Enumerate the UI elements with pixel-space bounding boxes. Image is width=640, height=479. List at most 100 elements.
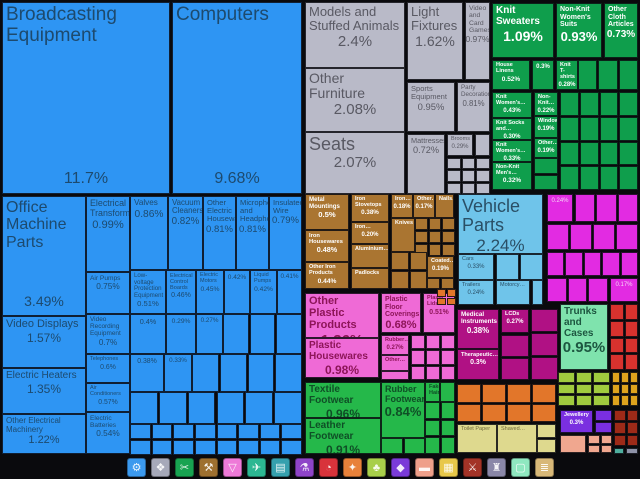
treemap-cell[interactable] (425, 437, 440, 454)
treemap-cell[interactable] (219, 354, 247, 392)
cell-air-pumps[interactable]: Air Pumps 0.75% (86, 272, 130, 314)
treemap-cell[interactable]: 0.24% (547, 194, 573, 222)
cell-computers[interactable]: Computers 9.68% (172, 2, 302, 194)
treemap-cell[interactable] (442, 218, 455, 230)
treemap-cell[interactable] (440, 402, 455, 419)
treemap-cell[interactable] (560, 116, 579, 141)
treemap-cell[interactable] (547, 224, 569, 250)
treemap-cell[interactable]: 0.42% (224, 270, 250, 314)
cell-other-electrical-machinery[interactable]: Other Electrical Machinery 1.22% (2, 414, 86, 454)
treemap-cell[interactable] (428, 218, 442, 230)
treemap-cell[interactable] (575, 383, 593, 395)
treemap-cell[interactable] (579, 116, 599, 141)
cell-rubber-footwear[interactable]: Rubber Footwear 0.84% (381, 382, 425, 438)
cell-other-furniture[interactable]: Other Furniture 2.08% (305, 68, 405, 132)
treemap-cell[interactable] (599, 166, 619, 190)
treemap-cell[interactable] (579, 92, 599, 116)
treemap-cell[interactable] (259, 440, 281, 455)
treemap-cell[interactable] (600, 444, 612, 453)
treemap-cell[interactable] (614, 410, 626, 422)
treemap-cell[interactable] (593, 372, 610, 383)
treemap-cell[interactable] (440, 382, 455, 402)
treemap-cell[interactable] (427, 278, 440, 289)
cell-other[interactable]: Other… (381, 355, 409, 371)
cell-jewellery[interactable]: Jewellery 0.3% (560, 410, 593, 433)
treemap-cell[interactable] (447, 289, 456, 297)
treemap-cell[interactable] (151, 424, 173, 439)
treemap-cell[interactable] (501, 335, 529, 357)
plant-icon[interactable]: ♣ (367, 458, 386, 477)
treemap-cell[interactable] (531, 357, 558, 380)
treemap-cell[interactable] (437, 289, 446, 297)
curtain-icon[interactable]: ▤ (271, 458, 290, 477)
cell-plastic-floor-coverings[interactable]: Plastic Floor Coverings 0.68% (381, 293, 421, 333)
chair-icon[interactable]: ♜ (487, 458, 506, 477)
cell-seats[interactable]: Seats 2.07% (305, 132, 405, 194)
treemap-cell[interactable] (476, 170, 490, 182)
cell-toilet-paper[interactable]: Toilet Paper (457, 424, 497, 453)
treemap-cell[interactable] (583, 252, 602, 276)
treemap-cell[interactable]: 0.29% (166, 314, 196, 354)
anvil-icon[interactable]: ⚒ (199, 458, 218, 477)
treemap-cell[interactable] (440, 437, 455, 454)
cell-video-recording-equipment[interactable]: Video Recording Equipment 0.7% (86, 314, 130, 354)
cell-electrical-control-boards[interactable]: Electrical Control Boards 0.46% (166, 270, 196, 314)
cell-textile-footwear[interactable]: Textile Footwear 0.96% (305, 382, 381, 418)
treemap-cell[interactable] (276, 314, 302, 354)
cell-brooms[interactable]: Brooms 0.29% (447, 134, 473, 156)
cell-leather-footwear[interactable]: Leather Footwear 0.91% (305, 418, 381, 454)
treemap-cell[interactable] (130, 440, 151, 455)
treemap-cell[interactable] (461, 170, 476, 182)
treemap-cell[interactable] (612, 395, 620, 406)
treemap-cell[interactable] (216, 440, 238, 455)
treemap-cell[interactable] (426, 365, 440, 380)
treemap-cell[interactable] (610, 320, 624, 337)
treemap-cell[interactable] (593, 395, 610, 406)
treemap-cell[interactable] (595, 410, 612, 421)
cell-other-iron-products[interactable]: Other Iron Products 0.44% (305, 262, 349, 289)
treemap-cell[interactable]: 0.38% (130, 354, 164, 392)
treemap-cell[interactable] (575, 194, 596, 222)
treemap-cell[interactable] (532, 280, 543, 305)
treemap-cell[interactable] (441, 350, 455, 365)
cell-liquid-pumps[interactable]: Liquid Pumps 0.42% (250, 270, 277, 314)
treemap-cell[interactable] (259, 424, 281, 439)
dress-icon[interactable]: ▽ (223, 458, 242, 477)
treemap-cell[interactable] (534, 158, 558, 174)
gauge-icon[interactable]: ◔ (319, 458, 338, 477)
treemap-cell[interactable] (619, 92, 638, 116)
car-icon[interactable]: ✈ (247, 458, 266, 477)
treemap-cell[interactable] (619, 116, 638, 141)
treemap-cell[interactable] (531, 333, 558, 356)
cell-iron[interactable]: Iron… 0.20% (351, 222, 389, 244)
cell-cars[interactable]: Cars 0.33% (458, 254, 494, 280)
treemap-cell[interactable] (602, 252, 620, 276)
treemap-cell[interactable] (281, 424, 302, 439)
treemap-cell[interactable] (595, 422, 612, 433)
cell-air-conditioners[interactable]: Air Conditioners 0.57% (86, 383, 130, 412)
treemap-cell[interactable] (381, 438, 403, 454)
treemap-cell[interactable] (599, 116, 619, 141)
treemap-cell[interactable] (275, 354, 302, 392)
treemap-cell[interactable] (614, 448, 624, 454)
treemap-cell[interactable]: 0.33% (164, 354, 192, 392)
treemap-cell[interactable] (425, 419, 440, 437)
treemap-cell[interactable] (501, 358, 529, 380)
treemap-cell[interactable]: 0.4% (130, 314, 166, 354)
treemap-cell[interactable] (588, 435, 600, 444)
treemap-cell[interactable] (610, 354, 624, 370)
treemap-cell[interactable] (624, 320, 638, 337)
cell-party-decorations[interactable]: Party Decorations0.81% (457, 82, 490, 132)
cell-plastic-housewares[interactable]: Plastic Housewares 0.98% (305, 338, 379, 378)
treemap-cell[interactable] (618, 60, 638, 90)
treemap-cell[interactable] (507, 384, 531, 403)
treemap-cell[interactable] (626, 422, 638, 434)
treemap-cell[interactable] (245, 392, 274, 424)
treemap-cell[interactable] (598, 60, 618, 90)
treemap-cell[interactable] (426, 335, 440, 350)
treemap-cell[interactable] (223, 314, 249, 354)
treemap-cell[interactable] (620, 252, 638, 276)
treemap-cell[interactable] (558, 372, 575, 383)
treemap-cell[interactable] (428, 244, 442, 256)
treemap-cell[interactable] (496, 254, 519, 280)
